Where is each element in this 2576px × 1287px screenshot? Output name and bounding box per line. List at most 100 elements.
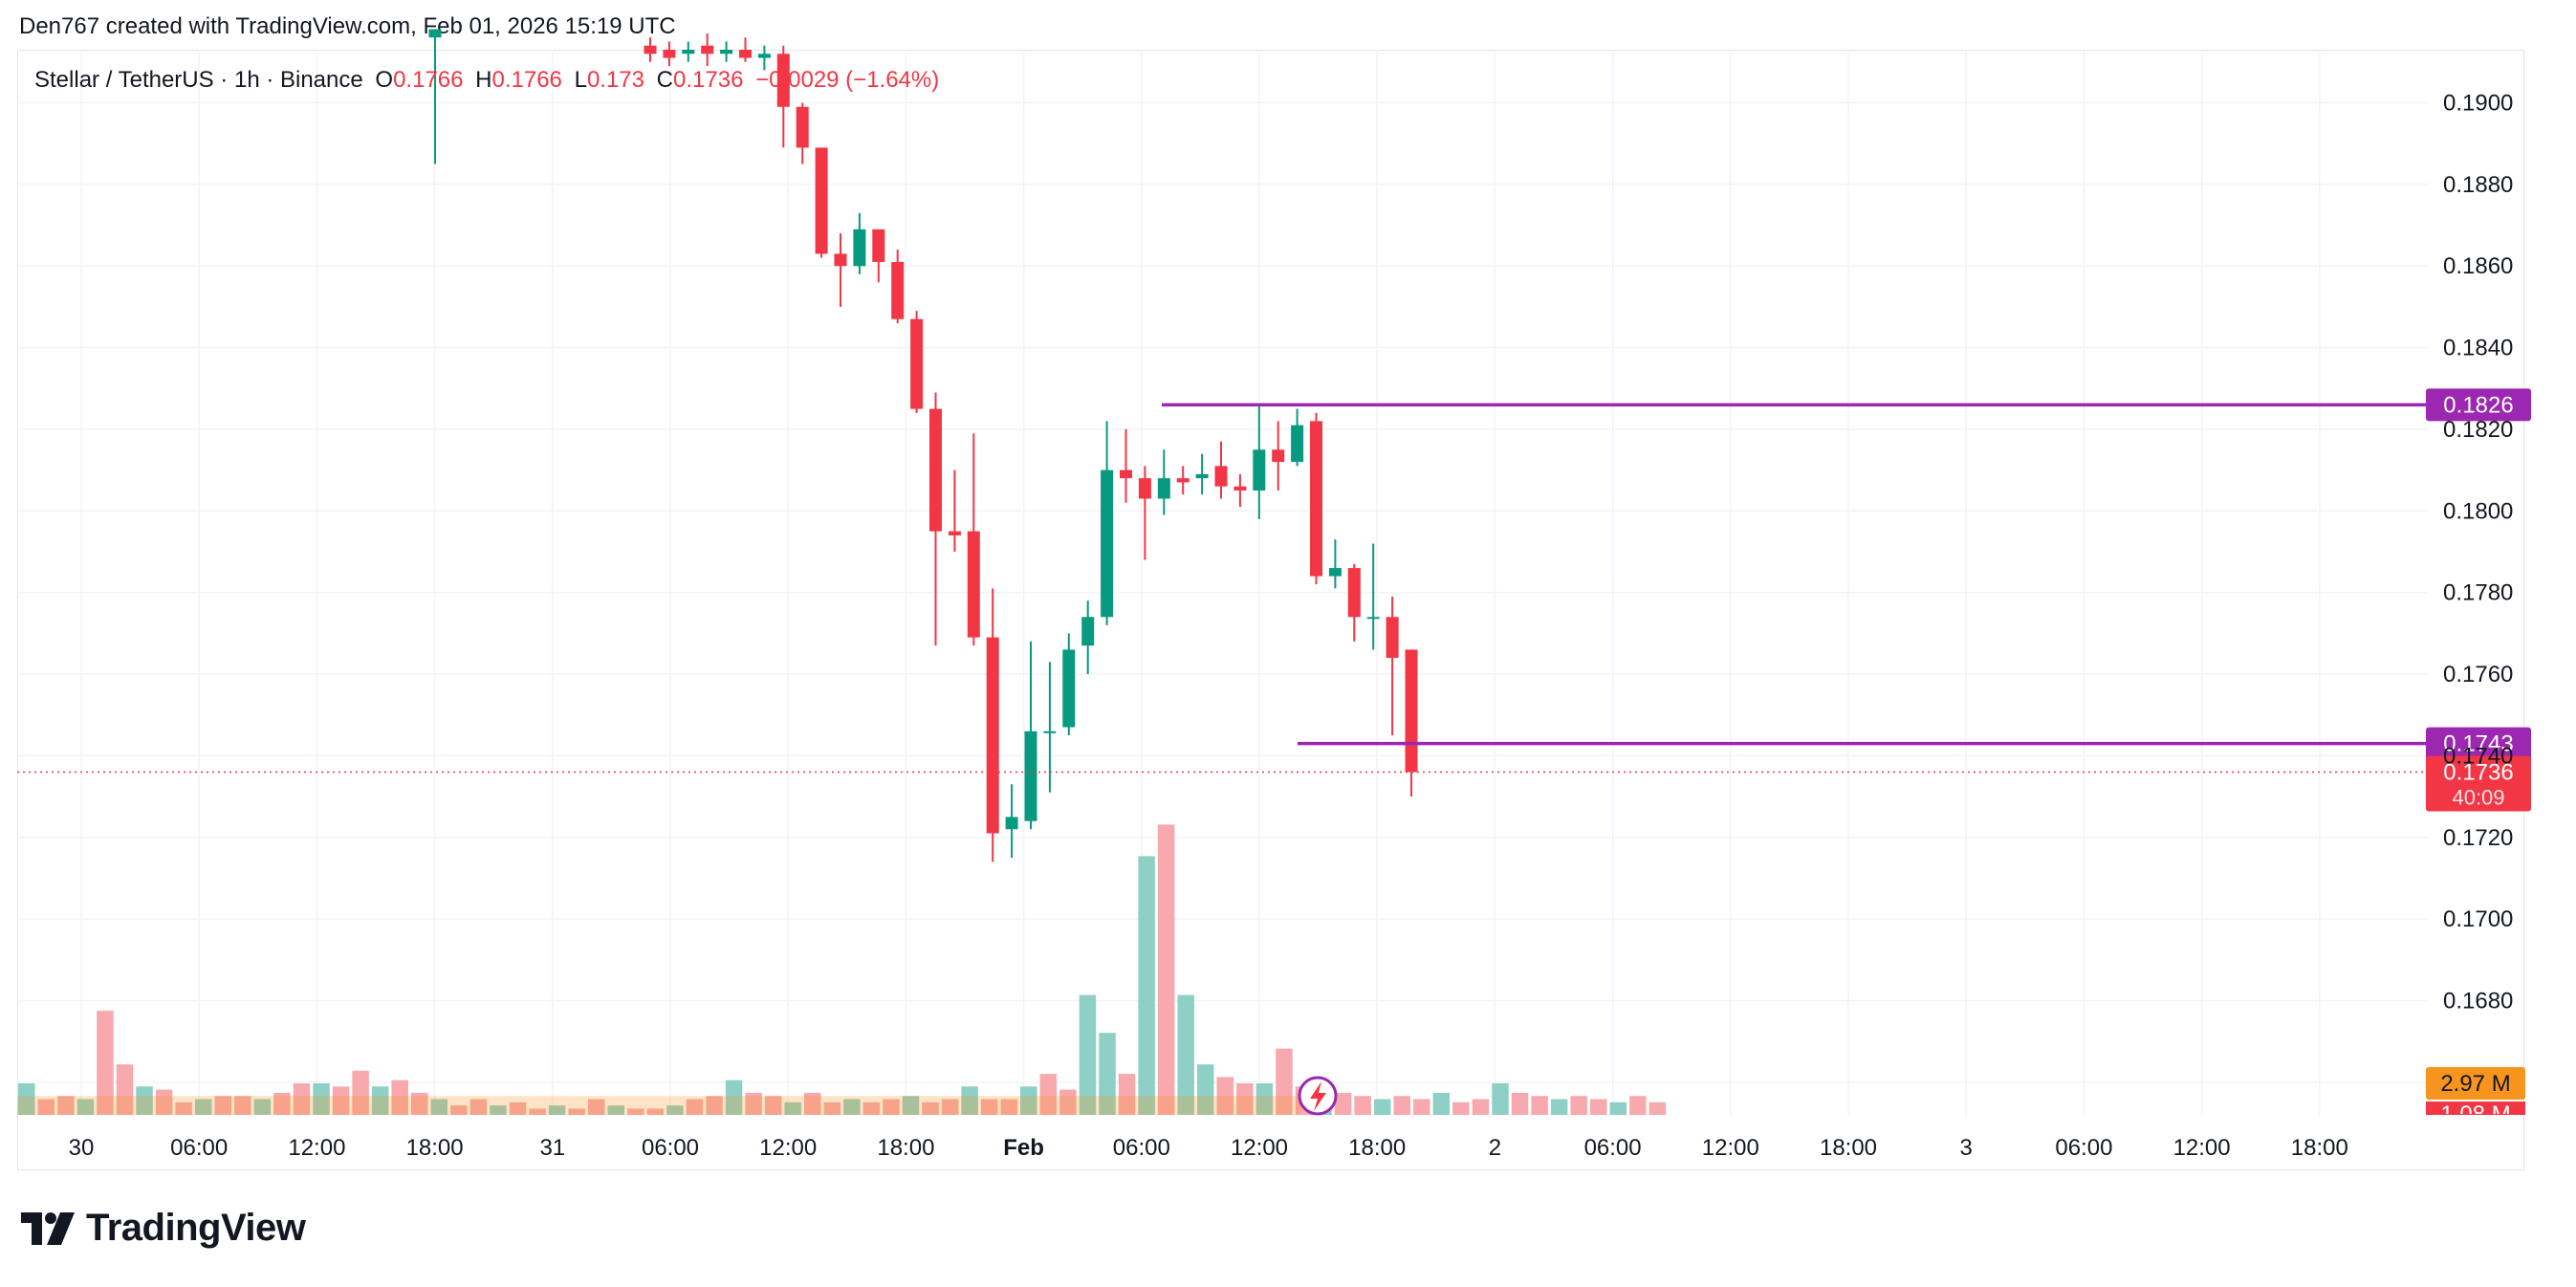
level-label: 0.1743 [2443,731,2513,757]
volume-bar [352,1070,369,1115]
volume-bar [1059,1089,1077,1115]
tradingview-logo-icon [21,1211,75,1245]
x-tick-label: 12:00 [1231,1135,1288,1161]
candle-body [834,253,847,267]
candle-body [1195,473,1209,479]
candle-body [739,50,752,58]
candle-body [720,50,733,55]
candle-body [1328,568,1342,577]
x-tick-label: 12:00 [288,1135,345,1161]
close-value: 0.1736 [673,67,744,93]
price-axis: 0.1900 0.1880 0.1860 0.1840 0.1820 0.1800 0.17… [2426,90,2525,1127]
close-label: C [656,67,674,93]
volume-bar [1354,1096,1371,1115]
volume-bar [1492,1083,1509,1115]
volume-bar [902,1096,920,1115]
candle-body [891,261,905,319]
volume-bar [568,1108,585,1115]
volume-bar [194,1099,212,1115]
x-tick-label: 06:00 [642,1135,699,1161]
candle [739,37,752,62]
candle-body [1062,649,1076,728]
volume-bar [1550,1099,1568,1115]
candle [1120,428,1132,503]
volume-bar [1432,1092,1451,1115]
candle-body [1101,469,1114,618]
volume-bar [391,1080,408,1115]
x-tick-label: 12:00 [2173,1135,2231,1161]
volume-bars [17,824,1667,1115]
x-tick-label: 18:00 [406,1135,464,1161]
candle-body [986,637,999,834]
candle [1272,421,1285,491]
candle [682,41,695,62]
x-tick-label: 18:00 [877,1135,934,1161]
volume-bar [862,1102,881,1115]
y-tick-label: 0.1900 [2443,90,2513,116]
candle-body [1386,617,1399,658]
candle-body [663,50,676,58]
high-value: 0.1766 [491,67,562,93]
candle-body [853,229,866,267]
volume-bar [293,1083,311,1115]
candle [701,33,714,67]
volume-bar [843,1099,861,1115]
y-tick-label: 0.1760 [2443,662,2513,687]
level-badge [2426,727,2531,760]
candle [872,229,885,283]
volume-bar [234,1096,251,1115]
volume-bar [509,1102,527,1115]
x-tick-label: 06:00 [2055,1135,2112,1161]
volume-bar [136,1086,153,1115]
lightning-icon[interactable] [1298,1076,1338,1116]
volume-bar [1609,1102,1627,1115]
volume-bar [961,1086,978,1115]
candle [1138,466,1151,560]
candle [910,311,924,413]
candle-body [701,45,714,55]
last-price-badge [2426,755,2531,812]
volume-bar [18,1083,35,1115]
volume-bar [469,1099,488,1115]
candle-body [1005,817,1018,830]
last-price-label: 0.1736 [2443,759,2513,785]
volume-bar [666,1105,684,1115]
candle [815,147,828,258]
level-label: 0.1826 [2443,392,2513,418]
candle [1081,600,1095,675]
volume-bar [804,1092,821,1115]
chart-frame[interactable] [17,50,2524,1170]
candle [1233,473,1247,508]
volume-bar [706,1096,723,1115]
candle-body [929,408,942,532]
volume-bar [764,1096,782,1115]
candle [1043,662,1057,793]
symbol-label: Stellar / TetherUS · 1h · Binance [34,67,363,93]
volume-bar [980,1099,998,1115]
volume-bar [175,1102,192,1115]
candle [1405,649,1418,797]
candle-body [428,29,442,38]
volume-bar [1216,1077,1234,1115]
candle [663,41,676,67]
candle [1195,453,1209,495]
candle-body [948,531,961,535]
candle [1291,408,1304,467]
volume-bar [1629,1096,1647,1115]
volume-bar [1099,1033,1116,1115]
tradingview-logo[interactable]: TradingView [21,1207,306,1250]
volume-bar [1039,1074,1058,1115]
level-badge [2426,388,2531,422]
candle [757,45,771,71]
y-tick-label: 0.1860 [2443,253,2513,279]
x-tick-label: 18:00 [1820,1135,1877,1161]
candle [1366,543,1380,650]
candle-body [1176,478,1190,483]
candle-body [757,54,771,58]
volume-bar [922,1102,939,1115]
candle-body [776,54,790,107]
candle [1310,412,1322,585]
volume-bar [1511,1092,1529,1115]
